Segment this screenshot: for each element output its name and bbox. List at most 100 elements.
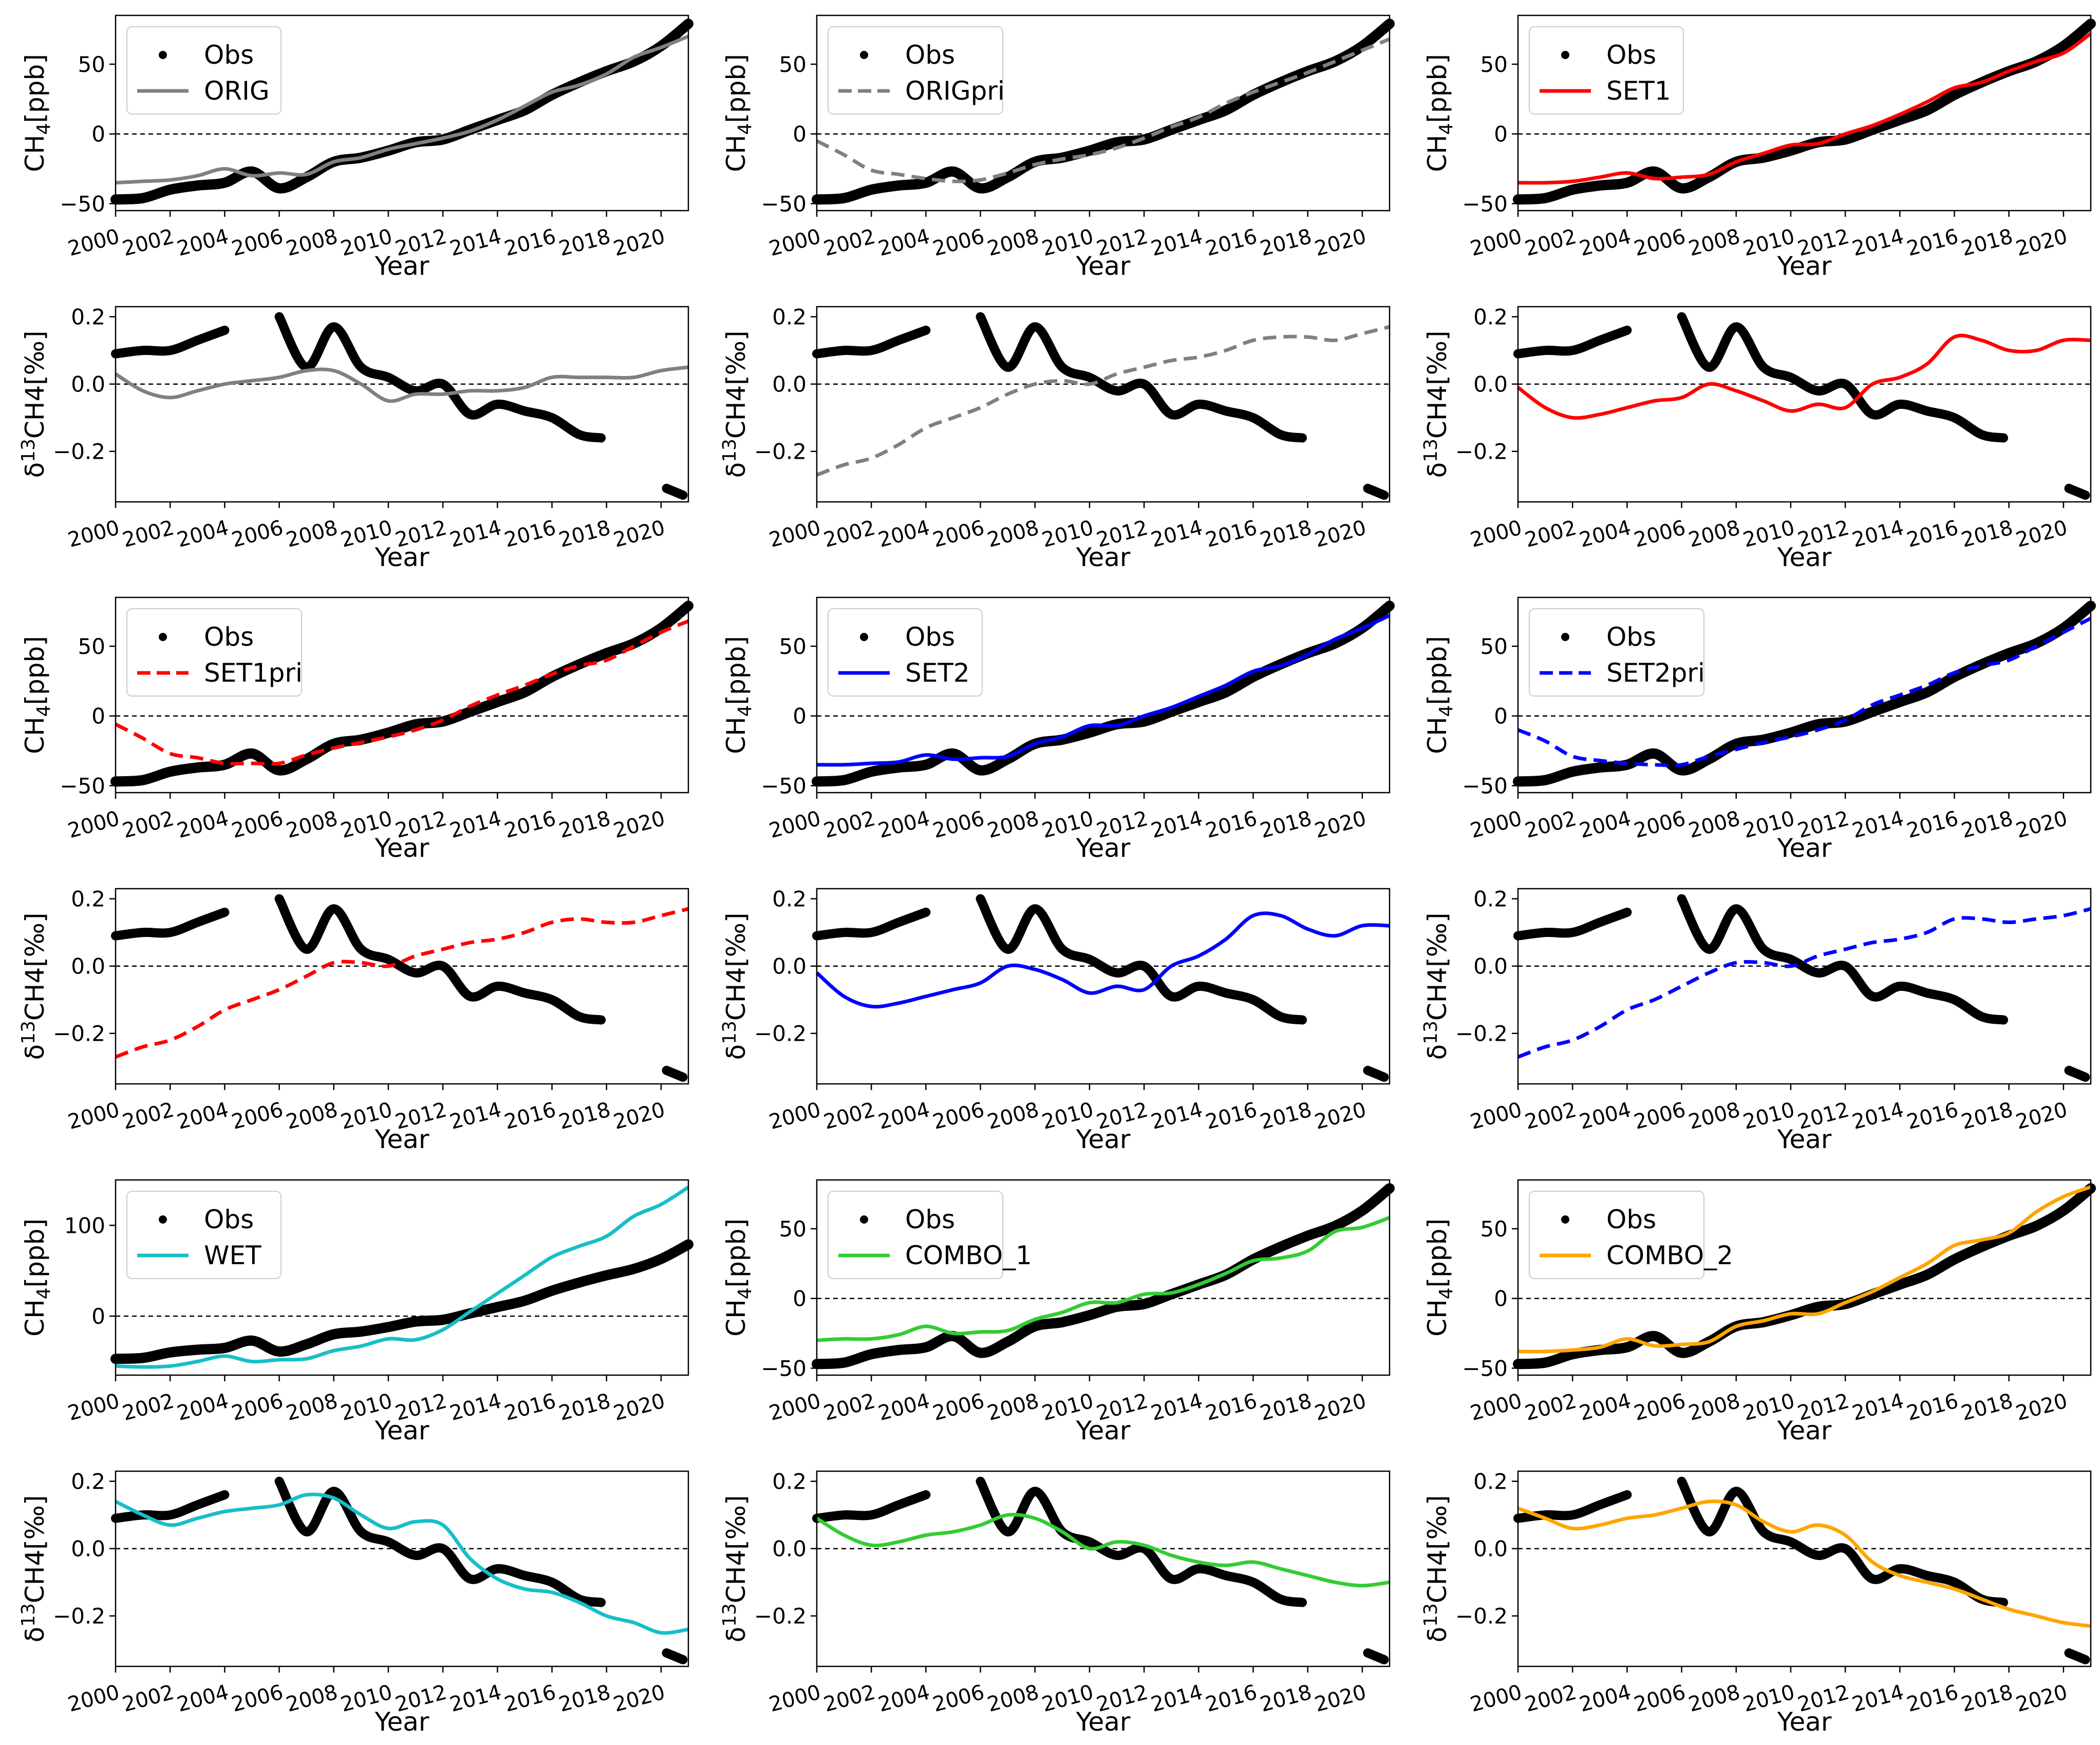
y-tick-label: 50 — [1480, 1216, 1508, 1242]
model-series-line — [816, 614, 1391, 767]
legend-label-model: SET1pri — [204, 658, 303, 688]
x-tick-label: 2006 — [930, 1389, 987, 1425]
x-tick-label: 2008 — [1686, 806, 1742, 843]
obs-series-line — [812, 601, 1395, 787]
x-tick-label: 2006 — [1632, 1389, 1688, 1425]
legend-box — [828, 26, 1003, 115]
y-tick-label: 0 — [793, 1286, 807, 1311]
x-tick-label: 2004 — [876, 224, 932, 261]
panel-origpri-d13: −0.20.00.2200020022004200620082010201220… — [719, 305, 1391, 572]
y-tick-label: 0.0 — [1473, 1536, 1508, 1562]
x-tick-label: 2008 — [985, 806, 1041, 843]
x-tick-label: 2002 — [1523, 1098, 1579, 1134]
x-tick-label: 2018 — [556, 1098, 613, 1134]
obs-series-line — [1513, 1183, 2096, 1369]
obs-series-segment-2 — [274, 894, 606, 1025]
x-axis-label: Year — [374, 251, 429, 281]
x-tick-label: 2016 — [1904, 1680, 1961, 1717]
x-tick-label: 2016 — [1203, 1098, 1260, 1134]
panel-set2pri-ch4: −500502000200220042006200820102012201420… — [1422, 596, 2096, 863]
x-tick-label: 2004 — [175, 224, 231, 261]
y-tick-label: 50 — [78, 634, 105, 659]
x-tick-label: 2000 — [766, 1680, 823, 1717]
x-tick-label: 2008 — [985, 516, 1041, 552]
model-series-line — [1517, 1185, 2092, 1354]
x-tick-label: 2020 — [2013, 1389, 2070, 1425]
y-tick-label: 50 — [1480, 634, 1508, 659]
y-axis-label: δ13CH4[‰] — [1420, 331, 1452, 478]
y-tick-label: 0.2 — [772, 887, 807, 912]
legend-label-obs: Obs — [1606, 40, 1656, 70]
axes-frame — [115, 596, 689, 794]
y-tick-label: 0.0 — [1473, 372, 1508, 397]
y-tick-label: −0.2 — [1455, 1021, 1508, 1046]
x-axis-label: Year — [374, 833, 429, 863]
x-tick-label: 2020 — [1312, 806, 1368, 843]
y-tick-label: −50 — [1462, 773, 1508, 798]
x-axis-label: Year — [1777, 1124, 1832, 1154]
obs-series-segment-2 — [274, 312, 606, 443]
x-tick-label: 2016 — [1904, 516, 1961, 552]
x-tick-label: 2016 — [1203, 1389, 1260, 1425]
legend-label-obs: Obs — [1606, 622, 1656, 652]
x-tick-label: 2016 — [1203, 224, 1260, 261]
y-tick-label: 0.0 — [772, 1536, 807, 1562]
x-tick-label: 2002 — [1523, 1680, 1579, 1717]
x-tick-label: 2000 — [65, 1389, 122, 1425]
x-tick-label: 2004 — [876, 516, 932, 552]
x-tick-label: 2008 — [1686, 1680, 1742, 1717]
axes-frame — [1517, 306, 2092, 503]
x-tick-label: 2018 — [1258, 1098, 1314, 1134]
x-tick-label: 2018 — [1258, 1680, 1314, 1717]
x-axis-label: Year — [374, 1707, 429, 1737]
x-tick-label: 2014 — [1149, 224, 1205, 261]
x-tick-label: 2004 — [175, 806, 231, 843]
x-tick-label: 2020 — [2013, 1098, 2070, 1134]
obs-series-segment-3 — [2064, 1065, 2090, 1082]
obs-series-segment-1 — [1513, 325, 1632, 359]
x-tick-label: 2002 — [120, 1098, 177, 1134]
x-tick-label: 2004 — [876, 1389, 932, 1425]
legend-label-model: SET1 — [1606, 76, 1671, 106]
y-tick-label: −50 — [761, 773, 807, 798]
x-tick-label: 2002 — [120, 806, 177, 843]
x-tick-label: 2000 — [1468, 1389, 1524, 1425]
x-tick-label: 2004 — [175, 1389, 231, 1425]
x-axis-label: Year — [374, 542, 429, 572]
x-tick-label: 2002 — [120, 1389, 177, 1425]
obs-series-segment-2 — [1677, 894, 2009, 1025]
y-tick-label: 100 — [64, 1213, 105, 1238]
x-tick-label: 2014 — [1850, 1098, 1906, 1134]
x-tick-label: 2020 — [1312, 1680, 1368, 1717]
obs-series-line — [1513, 601, 2096, 787]
axes-frame — [816, 888, 1391, 1085]
y-axis-label: CH4[ppb] — [20, 1218, 54, 1337]
x-tick-label: 2002 — [821, 224, 878, 261]
model-series-line — [115, 34, 689, 185]
axes-frame — [115, 888, 689, 1085]
legend-obs-marker — [159, 633, 167, 641]
x-tick-label: 2018 — [556, 806, 613, 843]
panel-combo-1-d13: −0.20.00.2200020022004200620082010201220… — [719, 1469, 1391, 1737]
x-tick-label: 2006 — [229, 224, 286, 261]
y-tick-label: 0.2 — [772, 1469, 807, 1494]
obs-series-segment-3 — [1363, 1648, 1389, 1664]
y-tick-label: 0 — [1494, 122, 1508, 147]
x-tick-label: 2018 — [1959, 1680, 2015, 1717]
x-tick-label: 2006 — [229, 1098, 286, 1134]
model-series-line — [1517, 907, 2091, 1059]
x-tick-label: 2006 — [930, 224, 987, 261]
x-tick-label: 2000 — [1468, 1098, 1524, 1134]
x-tick-label: 2014 — [1850, 1680, 1906, 1717]
x-tick-label: 2000 — [1468, 224, 1524, 261]
x-tick-label: 2014 — [447, 516, 504, 552]
y-tick-label: −0.2 — [754, 1604, 807, 1629]
panel-set1pri-d13: −0.20.00.2200020022004200620082010201220… — [18, 887, 689, 1154]
x-tick-label: 2004 — [876, 806, 932, 843]
x-tick-label: 2004 — [876, 1098, 932, 1134]
y-tick-label: −50 — [761, 1356, 807, 1381]
x-tick-label: 2004 — [175, 516, 231, 552]
y-tick-label: 0.2 — [772, 305, 807, 330]
x-tick-label: 2006 — [930, 1680, 987, 1717]
x-tick-label: 2000 — [1468, 516, 1524, 552]
